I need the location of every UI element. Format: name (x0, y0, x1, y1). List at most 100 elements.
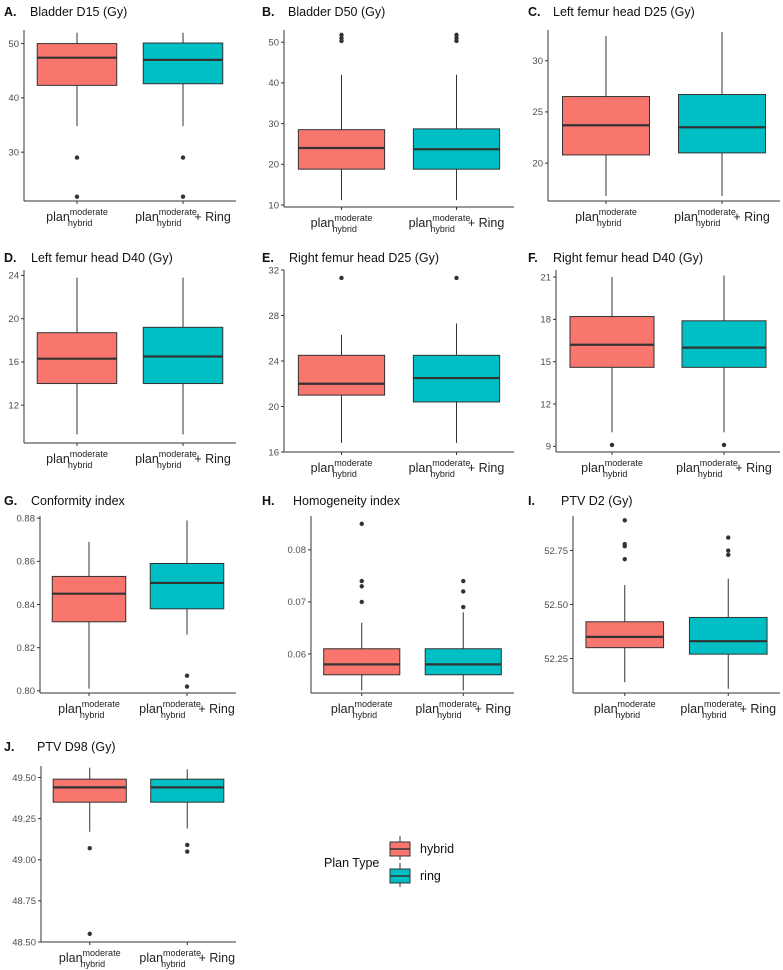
panel-title-C: Left femur head D25 (Gy) (553, 5, 695, 19)
panel-H: H. Homogeneity index 0.06 0.07 0.08 planmoder… (262, 494, 514, 720)
box-E-ring (412, 275, 501, 443)
outlier-B-hybrid-2 (339, 32, 344, 38)
x-tick-label-J-1: planmoderate hybrid (59, 948, 121, 969)
y-tick-label-F-4: 21 (540, 272, 551, 283)
box-D-hybrid (36, 277, 118, 435)
outlier-H-ring-1 (461, 589, 466, 594)
panel-title-B: Bladder D50 (Gy) (288, 5, 385, 19)
box-body-F-ring (681, 320, 767, 368)
x-tick-label-E-1: planmoderate hybrid (311, 458, 373, 479)
box-body-E-hybrid (297, 354, 386, 396)
y-tick-label-J-0: 48.50 (12, 937, 36, 948)
panel-I: I. PTV D2 (Gy) 52.25 52.50 52.75 planmoderate… (528, 494, 780, 720)
y-tick-label-E-0: 16 (268, 447, 279, 458)
outlier-H-hybrid-1 (359, 584, 364, 589)
box-body-I-hybrid (585, 621, 665, 649)
y-tick-label-B-2: 30 (268, 119, 279, 130)
panel-D: D. Left femur head D40 (Gy) 12 16 20 24 planmo… (4, 251, 236, 470)
box-F-ring (681, 275, 767, 448)
box-H-ring (424, 578, 502, 691)
box-body-G-hybrid (51, 575, 127, 623)
y-tick-label-I-1: 52.50 (544, 600, 568, 611)
outlier-A-ring-0 (180, 155, 186, 160)
y-tick-label-A-0: 30 (8, 147, 19, 158)
x-tick-label-A-1: planmoderate hybrid (46, 207, 108, 228)
y-tick-label-B-3: 40 (268, 78, 279, 89)
legend-key-ring (389, 863, 411, 887)
box-H-hybrid (323, 521, 401, 691)
panel-A: A. Bladder D15 (Gy) 30 40 50 planmoderate hybr… (4, 5, 236, 228)
outlier-H-hybrid-0 (359, 599, 364, 605)
x-tick-label-C-1: planmoderate hybrid (575, 207, 637, 228)
box-G-hybrid (51, 541, 127, 689)
panel-J: J. PTV D98 (Gy) 48.50 48.75 49.00 49.25 49.50 p… (4, 740, 236, 969)
panel-label-E: E. (262, 251, 274, 265)
outlier-I-ring-1 (726, 548, 731, 553)
y-tick-label-C-0: 20 (532, 158, 543, 169)
x-tick-label-G-2: planmoderate hybrid + Ring (139, 699, 235, 720)
x-tick-label-B-2: planmoderate hybrid + Ring (409, 213, 505, 234)
y-tick-label-J-2: 49.00 (12, 855, 36, 866)
legend: Plan Type hybrid ring (324, 836, 454, 887)
outlier-J-ring-0 (185, 842, 190, 848)
y-tick-label-A-1: 40 (8, 93, 19, 104)
y-tick-label-G-0: 0.80 (17, 686, 36, 697)
box-body-A-hybrid (36, 43, 118, 86)
panel-title-I: PTV D2 (Gy) (561, 494, 633, 508)
outlier-I-hybrid-3 (622, 518, 627, 523)
box-J-hybrid (52, 767, 127, 936)
panel-label-F: F. (528, 251, 538, 265)
box-G-ring (149, 520, 225, 689)
y-tick-label-G-1: 0.82 (17, 643, 36, 654)
box-body-H-hybrid (323, 648, 401, 676)
box-body-J-hybrid (52, 778, 127, 803)
y-tick-label-I-0: 52.25 (544, 654, 568, 665)
outlier-A-ring-1 (180, 194, 186, 199)
panel-G: G. Conformity index 0.80 0.82 0.84 0.86 0.88 pl… (4, 494, 236, 720)
panel-label-B: B. (262, 5, 275, 19)
y-tick-label-G-4: 0.88 (17, 513, 36, 524)
outlier-A-hybrid-0 (74, 155, 80, 160)
x-tick-label-B-1: planmoderate hybrid (311, 213, 373, 234)
y-tick-label-B-1: 20 (268, 160, 279, 171)
y-tick-label-E-2: 24 (268, 356, 279, 367)
outlier-J-hybrid-1 (87, 931, 92, 936)
box-A-hybrid (36, 32, 118, 199)
y-tick-label-D-0: 12 (8, 400, 19, 411)
x-tick-label-H-2: planmoderate hybrid + Ring (415, 699, 511, 720)
outlier-A-hybrid-1 (74, 194, 80, 199)
box-I-ring (688, 535, 768, 689)
y-tick-label-E-4: 32 (268, 265, 279, 276)
panel-label-I: I. (528, 494, 535, 508)
outlier-I-hybrid-2 (622, 541, 627, 547)
panel-label-G: G. (4, 494, 17, 508)
panel-F: F. Right femur head D40 (Gy) 9 12 15 18 21 plan… (528, 251, 780, 479)
outlier-H-hybrid-3 (359, 521, 364, 527)
panel-title-J: PTV D98 (Gy) (37, 740, 116, 754)
x-tick-label-D-2: planmoderate hybrid + Ring (135, 449, 231, 470)
legend-label-ring: ring (420, 869, 441, 883)
x-tick-label-J-2: planmoderate hybrid + Ring (139, 948, 235, 969)
y-tick-label-J-4: 49.50 (12, 773, 36, 784)
y-tick-label-D-3: 24 (8, 271, 19, 282)
y-tick-label-B-4: 50 (268, 38, 279, 49)
box-body-I-ring (688, 616, 768, 655)
box-I-hybrid (585, 518, 665, 683)
box-F-hybrid (569, 277, 655, 448)
outlier-B-ring-1 (454, 35, 459, 41)
x-tick-label-H-1: planmoderate hybrid (331, 699, 393, 720)
panel-C: C. Left femur head D25 (Gy) 20 25 30 planmode… (528, 5, 780, 228)
x-tick-label-E-2: planmoderate hybrid + Ring (409, 458, 505, 479)
y-tick-label-G-3: 0.86 (17, 557, 36, 568)
panel-title-G: Conformity index (31, 494, 126, 508)
outlier-H-ring-0 (461, 604, 466, 610)
y-tick-label-B-0: 10 (268, 200, 279, 211)
x-tick-label-G-1: planmoderate hybrid (58, 699, 120, 720)
y-tick-label-J-1: 48.75 (12, 896, 36, 907)
box-C-hybrid (562, 36, 650, 196)
outlier-G-ring-0 (184, 673, 190, 678)
y-tick-label-H-1: 0.07 (288, 597, 307, 608)
y-tick-label-F-3: 18 (540, 315, 551, 326)
x-tick-label-A-2: planmoderate hybrid + Ring (135, 207, 231, 228)
